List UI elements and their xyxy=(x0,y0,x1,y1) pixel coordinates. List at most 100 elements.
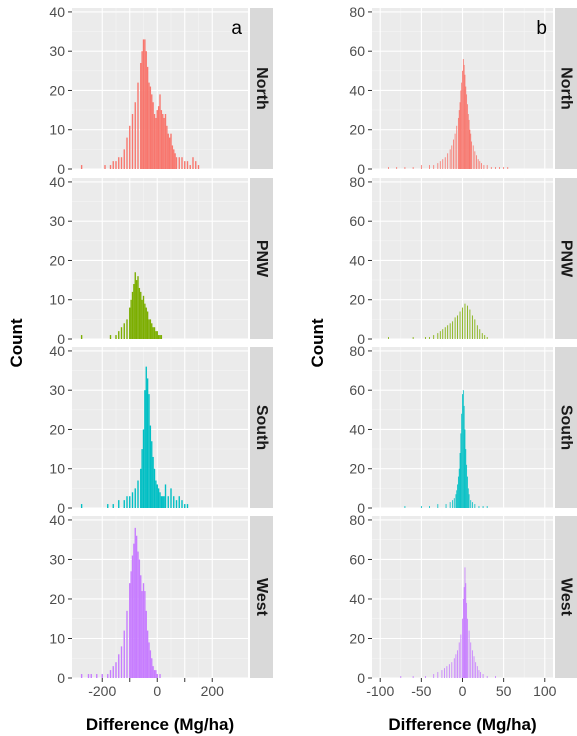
y-tick-label: 10 xyxy=(49,122,65,138)
histogram-bar xyxy=(135,280,138,339)
facet-strip xyxy=(250,178,273,339)
facet-south-a: 0 10 20 30 40 South xyxy=(49,343,273,516)
histogram-bar xyxy=(140,468,142,508)
histogram-bar xyxy=(130,571,132,678)
histogram-bar xyxy=(181,500,183,508)
histogram-bar xyxy=(134,272,136,339)
histogram-bar xyxy=(470,642,472,678)
histogram-bar xyxy=(469,129,471,169)
histogram-bar xyxy=(465,449,467,508)
facet-north-b: 0 20 40 60 80 North xyxy=(349,4,577,177)
histogram-bar xyxy=(109,670,112,678)
histogram-bar xyxy=(138,287,141,339)
histogram-bar xyxy=(145,51,147,169)
histogram-bar xyxy=(153,114,156,169)
histogram-bar xyxy=(476,666,478,678)
histogram-bar xyxy=(90,674,92,678)
facet-strip xyxy=(555,516,577,678)
histogram-bar xyxy=(112,161,114,169)
histogram-bar xyxy=(425,676,426,678)
histogram-bar xyxy=(412,167,414,169)
histogram-bar xyxy=(462,394,463,508)
histogram-bar xyxy=(464,429,466,508)
histogram-bar xyxy=(437,504,439,508)
y-tick-label: 20 xyxy=(349,122,365,138)
y-tick-label: 60 xyxy=(349,551,365,567)
y-tick-label: 20 xyxy=(49,82,65,98)
facet-strip-label: South xyxy=(253,405,270,450)
histogram-bar xyxy=(80,335,83,339)
facet-north-a: 0 10 20 30 40 North xyxy=(49,4,273,177)
histogram-bar xyxy=(140,575,142,678)
histogram-bar xyxy=(456,125,458,169)
y-tick-label: 40 xyxy=(349,82,365,98)
histogram-bar xyxy=(463,405,465,508)
histogram-bar xyxy=(507,167,509,169)
histogram-bar xyxy=(462,59,464,169)
histogram-bar xyxy=(494,676,496,678)
histogram-bar xyxy=(171,145,174,169)
histogram-bar xyxy=(109,165,112,169)
histogram-bar xyxy=(120,327,123,339)
histogram-bar xyxy=(131,492,134,508)
histogram-bar xyxy=(159,335,161,339)
histogram-bar xyxy=(464,567,466,678)
histogram-bar xyxy=(471,315,473,339)
y-tick-label: 20 xyxy=(349,461,365,477)
y-tick-label: 0 xyxy=(357,331,365,347)
histogram-bar xyxy=(134,527,136,678)
histogram-bar xyxy=(429,165,431,169)
y-tick-label: 40 xyxy=(49,174,65,190)
histogram-bar xyxy=(149,650,152,678)
panel-a: 0 10 20 30 40 North 0 10 20 30 40 PNW 0 10 20 30 40 South… xyxy=(7,4,273,734)
y-tick-label: 80 xyxy=(349,4,365,20)
histogram-bar xyxy=(112,504,114,508)
histogram-bar xyxy=(449,502,451,508)
histogram-bar xyxy=(480,672,482,678)
histogram-bar xyxy=(160,110,163,169)
histogram-bar xyxy=(467,618,468,678)
histogram-bar xyxy=(157,106,160,169)
histogram-bar xyxy=(160,496,163,508)
histogram-bar xyxy=(195,161,197,169)
histogram-bar xyxy=(144,303,146,339)
histogram-bar xyxy=(458,110,460,169)
histogram-bar xyxy=(437,333,439,339)
histogram-bar xyxy=(140,291,142,339)
histogram-bar xyxy=(471,650,473,678)
facet-strip-label: West xyxy=(558,578,575,617)
y-tick-label: 0 xyxy=(57,161,65,177)
histogram-bar xyxy=(155,117,157,169)
histogram-bar xyxy=(107,504,109,508)
histogram-bar xyxy=(173,149,175,169)
histogram-bar xyxy=(156,484,158,508)
histogram-bar xyxy=(476,155,477,169)
histogram-bar xyxy=(120,646,123,678)
histogram-bar xyxy=(467,104,468,169)
histogram-bar xyxy=(458,468,460,508)
y-tick-label: 0 xyxy=(357,500,365,516)
histogram-bar xyxy=(420,506,422,508)
histogram-bar xyxy=(178,157,180,169)
histogram-bar xyxy=(141,51,143,169)
y-tick-label: 20 xyxy=(49,591,65,607)
histogram-bar xyxy=(115,335,117,339)
histogram-bar xyxy=(482,674,484,678)
facet-strip-label: North xyxy=(253,67,270,110)
histogram-bar xyxy=(151,441,153,508)
histogram-bar xyxy=(80,504,83,508)
histogram-bar xyxy=(151,94,153,169)
histogram-bar xyxy=(153,670,156,678)
histogram-bar xyxy=(470,133,472,169)
facet-south-b: 0 20 40 60 80 South xyxy=(349,343,577,516)
histogram-bar xyxy=(87,674,90,678)
histogram-bar xyxy=(173,496,175,508)
histogram-bar xyxy=(129,125,131,169)
histogram-bar xyxy=(126,319,128,339)
histogram-bar xyxy=(107,674,109,678)
histogram-bar xyxy=(451,145,453,169)
histogram-bar xyxy=(197,165,200,169)
histogram-bar xyxy=(184,161,186,169)
facet-strip-label: North xyxy=(558,67,575,110)
histogram-bar xyxy=(134,102,136,169)
